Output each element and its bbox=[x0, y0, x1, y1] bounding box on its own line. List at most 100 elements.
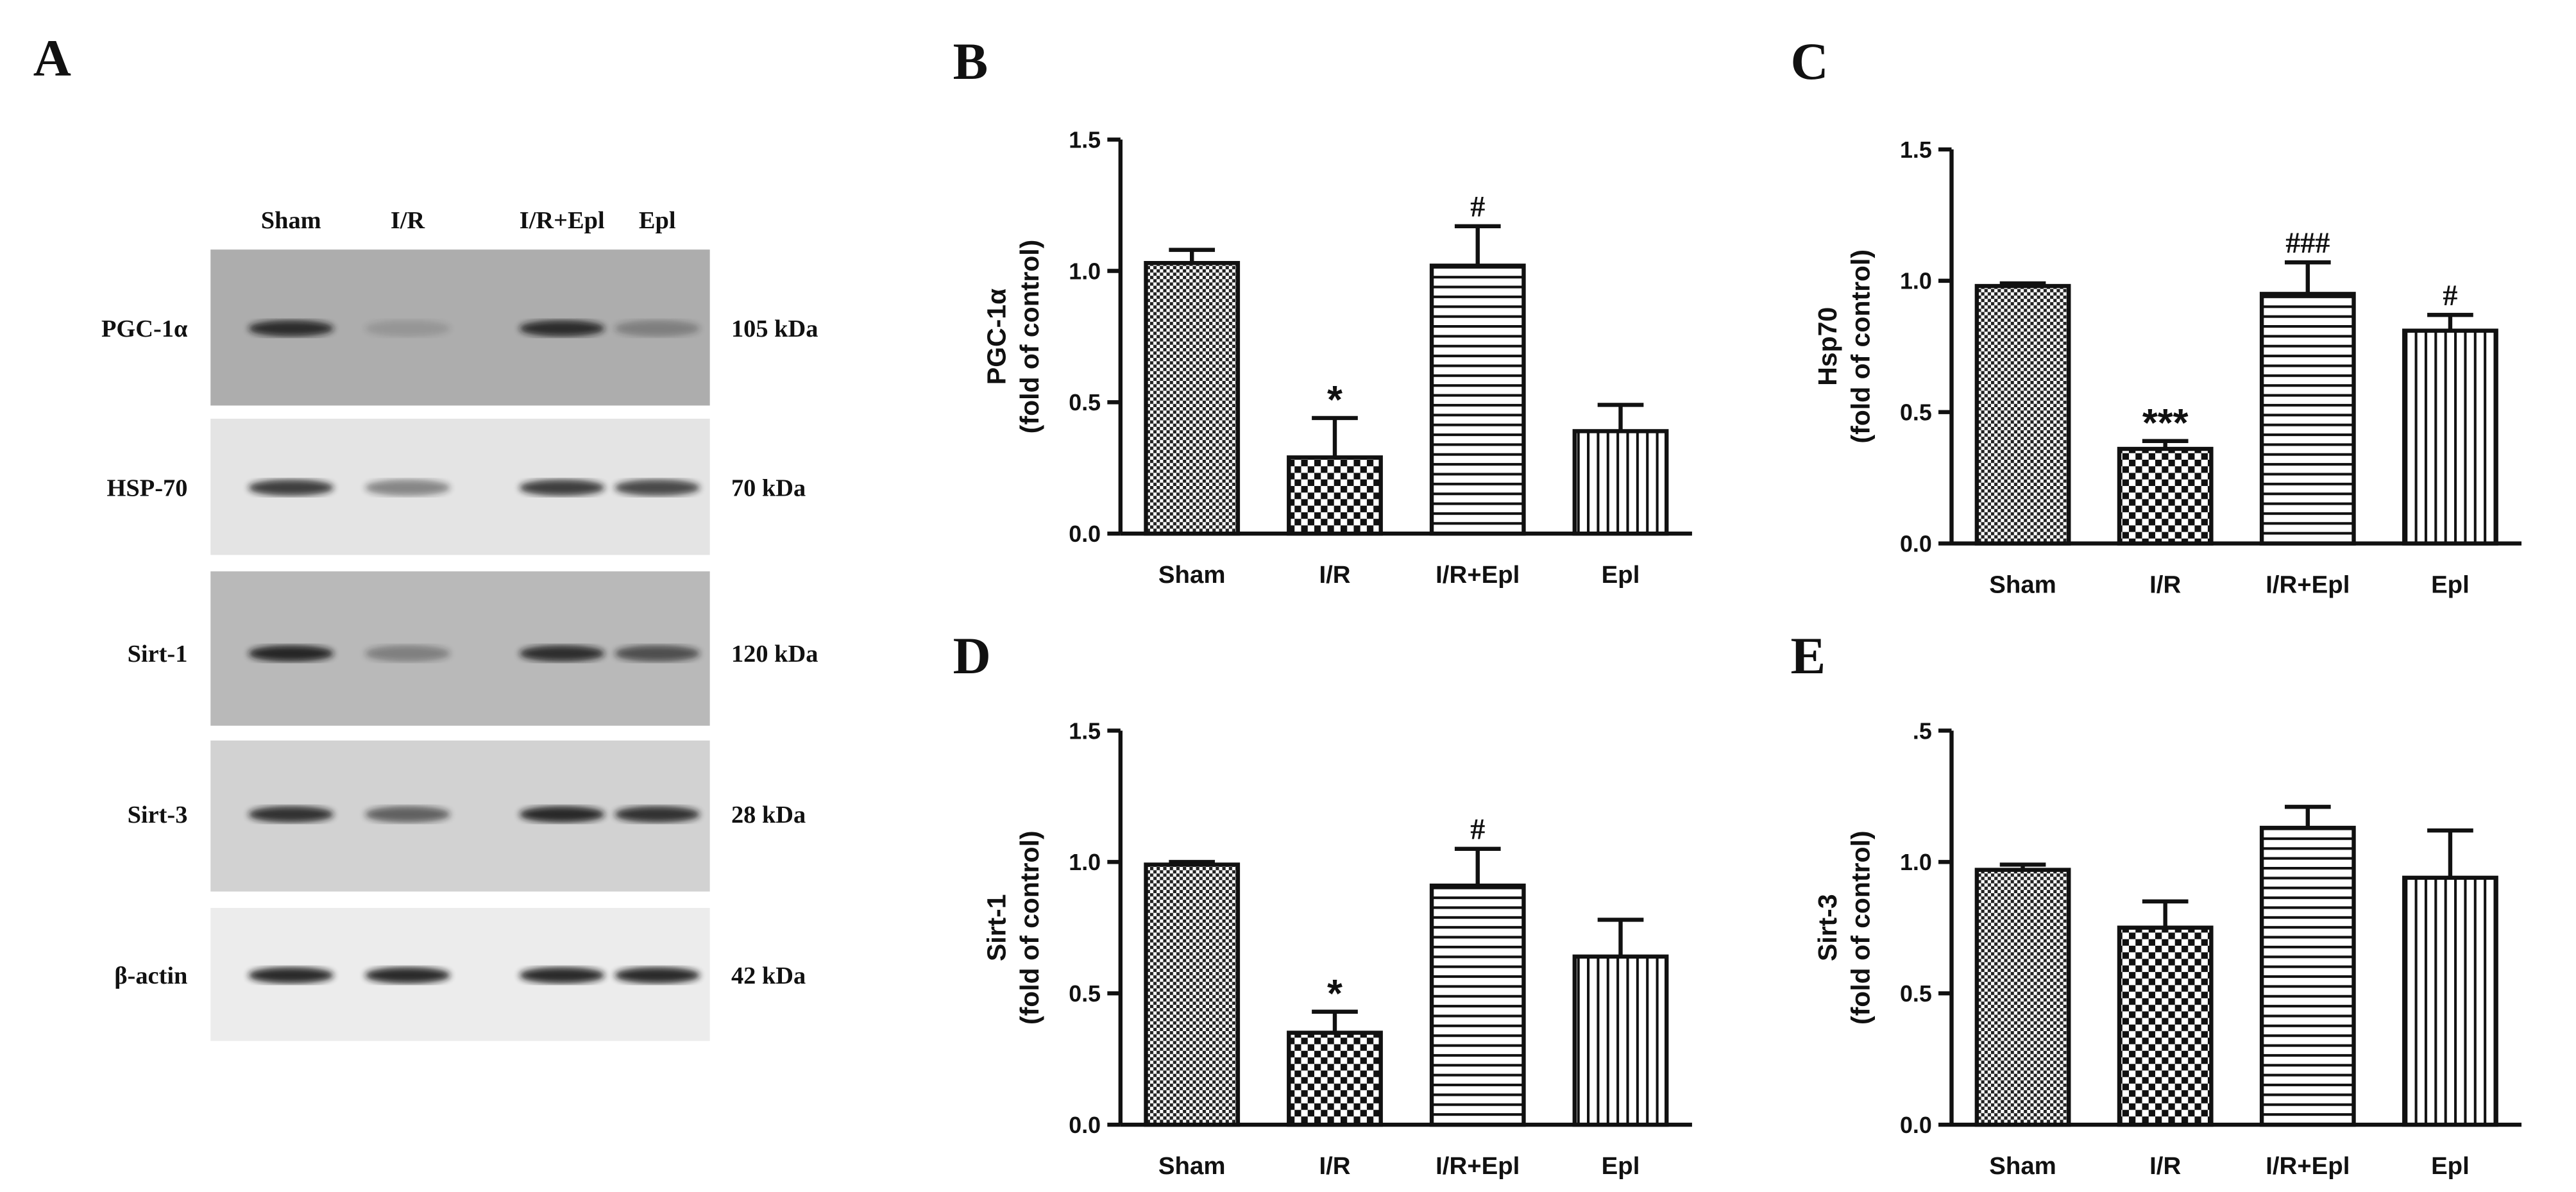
x-tick-label: I/R+Epl bbox=[2266, 571, 2350, 598]
y-tick-label: 1.0 bbox=[1069, 258, 1101, 284]
y-tick-label: 1.5 bbox=[1069, 127, 1101, 153]
bar bbox=[1429, 264, 1526, 536]
blot-band bbox=[614, 479, 700, 496]
bar bbox=[1974, 868, 2071, 1127]
y-axis-label: (fold of control) bbox=[1845, 249, 1875, 444]
y-tick-label: 0.5 bbox=[1069, 981, 1101, 1007]
blot-band bbox=[364, 967, 451, 984]
blot-band bbox=[519, 645, 605, 662]
y-tick-label: 1.0 bbox=[1900, 269, 1932, 294]
size-label: 105 kDa bbox=[731, 315, 818, 342]
y-axis-label: Sirt-1 bbox=[982, 894, 1012, 961]
y-axis-label: (fold of control) bbox=[1845, 830, 1875, 1025]
y-tick-label: 1.5 bbox=[1900, 137, 1932, 163]
y-tick-label: 0.0 bbox=[1069, 521, 1101, 547]
x-tick-label: Epl bbox=[2431, 571, 2470, 598]
significance-label: ### bbox=[2285, 226, 2330, 259]
y-tick-label: 0.0 bbox=[1900, 1112, 1932, 1138]
protein-label: PGC-1α bbox=[101, 315, 188, 342]
blot-band bbox=[364, 806, 451, 823]
blot-band bbox=[364, 645, 451, 662]
x-tick-label: Epl bbox=[2431, 1152, 2470, 1180]
size-label: 120 kDa bbox=[731, 641, 818, 667]
blot-band bbox=[248, 479, 334, 496]
bar bbox=[1287, 455, 1383, 536]
y-tick-label: 1.5 bbox=[1069, 718, 1101, 744]
y-tick-label: 1.0 bbox=[1900, 850, 1932, 875]
y-tick-label: 1.0 bbox=[1069, 850, 1101, 875]
x-tick-label: I/R bbox=[1319, 1152, 1350, 1180]
x-tick-label: Sham bbox=[1158, 561, 1226, 589]
size-label: 70 kDa bbox=[731, 474, 806, 501]
blot-band bbox=[248, 645, 334, 662]
significance-label: # bbox=[2443, 279, 2457, 312]
panel-label: B bbox=[953, 32, 988, 90]
x-tick-label: I/R+Epl bbox=[1436, 561, 1520, 589]
bar bbox=[1572, 954, 1669, 1127]
x-tick-label: I/R bbox=[2149, 571, 2181, 598]
y-tick-label: 0.5 bbox=[1069, 390, 1101, 416]
panel-label: D bbox=[953, 626, 991, 685]
significance-label: # bbox=[1470, 812, 1485, 845]
significance-label: * bbox=[1327, 378, 1343, 422]
bar bbox=[1144, 261, 1241, 536]
bar bbox=[1974, 283, 2071, 546]
bar bbox=[2402, 328, 2498, 546]
protein-label: β-actin bbox=[114, 962, 187, 989]
size-label: 28 kDa bbox=[731, 802, 806, 828]
y-tick-label: 0.0 bbox=[1900, 531, 1932, 557]
y-axis-label: (fold of control) bbox=[1015, 830, 1044, 1025]
blot-band bbox=[614, 967, 700, 984]
x-tick-label: Sham bbox=[1158, 1152, 1226, 1180]
panel-label: E bbox=[1791, 626, 1826, 685]
x-tick-label: I/R bbox=[2149, 1152, 2181, 1180]
bar bbox=[2259, 292, 2356, 546]
bar bbox=[1287, 1030, 1383, 1127]
protein-label: Sirt-3 bbox=[128, 802, 188, 828]
blot-band bbox=[519, 806, 605, 823]
y-tick-label: 0.0 bbox=[1069, 1112, 1101, 1138]
y-axis-label: (fold of control) bbox=[1015, 240, 1044, 434]
panel-label: A bbox=[33, 29, 71, 87]
lane-label: Epl bbox=[639, 207, 676, 234]
blot-band bbox=[364, 479, 451, 496]
size-label: 42 kDa bbox=[731, 962, 806, 989]
significance-label: *** bbox=[2142, 401, 2189, 445]
x-tick-label: I/R+Epl bbox=[2266, 1152, 2350, 1180]
x-tick-label: Sham bbox=[1989, 571, 2056, 598]
lane-label: I/R bbox=[391, 207, 426, 234]
bar bbox=[2117, 925, 2214, 1127]
significance-label: # bbox=[1470, 190, 1485, 222]
y-tick-label: 0.5 bbox=[1900, 400, 1932, 426]
blot-band bbox=[614, 806, 700, 823]
y-tick-label: .5 bbox=[1913, 718, 1932, 744]
blot-band bbox=[248, 806, 334, 823]
x-tick-label: Epl bbox=[1602, 1152, 1640, 1180]
protein-label: Sirt-1 bbox=[128, 641, 188, 667]
x-tick-label: Epl bbox=[1602, 561, 1640, 589]
blot-band bbox=[614, 645, 700, 662]
blot-band bbox=[248, 967, 334, 984]
blot-band bbox=[519, 967, 605, 984]
protein-label: HSP-70 bbox=[107, 474, 188, 501]
blot-band bbox=[248, 320, 334, 337]
lane-label: I/R+Epl bbox=[520, 207, 605, 234]
bar bbox=[1572, 429, 1669, 536]
y-axis-label: Sirt-3 bbox=[1813, 894, 1842, 961]
significance-label: * bbox=[1327, 971, 1343, 1016]
panel-label: C bbox=[1791, 32, 1829, 90]
bar bbox=[1144, 862, 1241, 1127]
bar bbox=[1429, 883, 1526, 1127]
bar bbox=[2259, 825, 2356, 1127]
blot-band bbox=[614, 320, 700, 337]
y-axis-label: Hsp70 bbox=[1813, 307, 1842, 386]
blot-band bbox=[519, 479, 605, 496]
y-tick-label: 0.5 bbox=[1900, 981, 1932, 1007]
lane-label: Sham bbox=[261, 207, 321, 234]
blot-band bbox=[519, 320, 605, 337]
bar bbox=[2117, 446, 2214, 546]
x-tick-label: I/R bbox=[1319, 561, 1350, 589]
x-tick-label: I/R+Epl bbox=[1436, 1152, 1520, 1180]
bar bbox=[2402, 875, 2498, 1127]
